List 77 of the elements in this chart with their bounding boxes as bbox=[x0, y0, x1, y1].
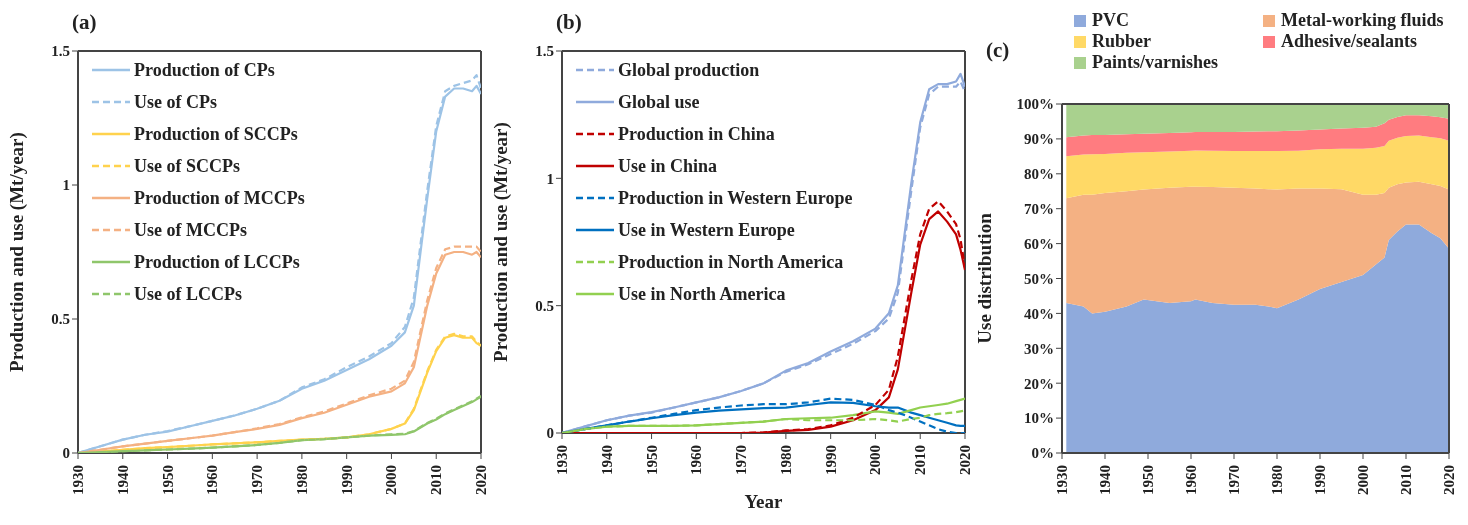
legend-label: Metal-working fluids bbox=[1281, 10, 1444, 31]
legend-label: Use of CPs bbox=[134, 91, 217, 113]
legend-label: Paints/varnishes bbox=[1092, 52, 1219, 73]
legend-label: Use of LCCPs bbox=[134, 283, 242, 305]
x-tick-label: 1990 bbox=[1312, 465, 1328, 495]
legend-label: Production in Western Europe bbox=[618, 187, 853, 209]
x-tick-label: 1950 bbox=[643, 445, 660, 475]
y-tick-label: 100% bbox=[1016, 96, 1054, 113]
y-tick-label: 70% bbox=[1024, 201, 1054, 218]
x-tick-label: 1940 bbox=[598, 445, 615, 475]
x-axis-title: Year bbox=[744, 491, 784, 512]
legend-label: Use of MCCPs bbox=[134, 219, 247, 241]
legend-label: Global use bbox=[618, 91, 700, 113]
legend-label: Production of SCCPs bbox=[134, 123, 298, 145]
legend-label: Use in Western Europe bbox=[618, 219, 795, 241]
x-tick-label: 2000 bbox=[1355, 465, 1371, 495]
x-tick-label: 1940 bbox=[1097, 465, 1113, 495]
y-tick-label: 40% bbox=[1024, 305, 1054, 322]
y-tick-label: 0 bbox=[62, 445, 70, 462]
y-tick-label: 1.5 bbox=[51, 43, 70, 60]
x-tick-label: 2020 bbox=[957, 445, 973, 475]
x-tick-label: 2000 bbox=[383, 465, 400, 495]
y-tick-label: 60% bbox=[1024, 235, 1054, 252]
x-tick-label: 1930 bbox=[1054, 465, 1070, 495]
y-axis-title: Use distribution bbox=[973, 212, 995, 344]
y-tick-label: 1 bbox=[546, 170, 554, 187]
y-tick-label: 10% bbox=[1024, 410, 1054, 427]
legend-label: Use in China bbox=[618, 155, 718, 177]
x-tick-label: 2010 bbox=[428, 465, 445, 495]
legend-label: Global production bbox=[618, 59, 760, 81]
x-tick-label: 1930 bbox=[554, 445, 570, 475]
x-tick-label: 1940 bbox=[114, 465, 131, 495]
x-tick-label: 2010 bbox=[1398, 465, 1414, 495]
legend-label: Rubber bbox=[1092, 31, 1152, 52]
x-tick-label: 2020 bbox=[1441, 465, 1457, 495]
x-tick-label: 1980 bbox=[293, 465, 310, 495]
y-tick-label: 1 bbox=[62, 177, 70, 194]
y-axis-title: Production and use (Mt/year) bbox=[5, 132, 28, 372]
x-tick-label: 1990 bbox=[338, 465, 355, 495]
x-tick-label: 1960 bbox=[1183, 465, 1199, 495]
y-tick-label: 0.5 bbox=[51, 311, 70, 328]
legend-label: Use in North America bbox=[618, 283, 786, 305]
x-tick-label: 1980 bbox=[777, 445, 794, 475]
x-tick-label: 1970 bbox=[1226, 465, 1242, 495]
y-tick-label: 90% bbox=[1024, 131, 1054, 148]
y-tick-label: 0% bbox=[1031, 445, 1054, 462]
legend-label: Production of CPs bbox=[134, 59, 275, 81]
x-tick-label: 1970 bbox=[249, 465, 266, 495]
legend-label: Production of MCCPs bbox=[134, 187, 305, 209]
y-tick-label: 0 bbox=[546, 425, 554, 442]
legend-label: PVC bbox=[1092, 10, 1129, 31]
chart-title: (a) bbox=[72, 10, 97, 35]
x-tick-label: 2000 bbox=[867, 445, 884, 475]
y-tick-label: 80% bbox=[1024, 166, 1054, 183]
y-tick-label: 1.5 bbox=[535, 43, 554, 60]
y-tick-label: 20% bbox=[1024, 375, 1054, 392]
legend-label: Production of LCCPs bbox=[134, 251, 300, 273]
y-tick-label: 30% bbox=[1024, 340, 1054, 357]
y-tick-label: 50% bbox=[1024, 270, 1054, 287]
x-tick-label: 1950 bbox=[159, 465, 176, 495]
chart-title: (b) bbox=[556, 10, 582, 35]
y-tick-label: 0.5 bbox=[535, 297, 554, 314]
x-tick-label: 1960 bbox=[688, 445, 705, 475]
x-tick-label: 1970 bbox=[733, 445, 750, 475]
legend-label: Production in China bbox=[618, 123, 775, 145]
legend-label: Adhesive/sealants bbox=[1281, 31, 1418, 52]
chart-title: (c) bbox=[986, 38, 1010, 63]
x-tick-label: 1960 bbox=[204, 465, 221, 495]
x-tick-label: 1950 bbox=[1140, 465, 1156, 495]
legend-label: Production in North America bbox=[618, 251, 844, 273]
x-tick-label: 1930 bbox=[70, 465, 86, 495]
x-tick-label: 1980 bbox=[1269, 465, 1285, 495]
x-tick-label: 1990 bbox=[822, 445, 839, 475]
y-axis-title: Production and use (Mt/year) bbox=[489, 122, 512, 362]
x-tick-label: 2010 bbox=[912, 445, 929, 475]
legend-label: Use of SCCPs bbox=[134, 155, 240, 177]
x-tick-label: 2020 bbox=[473, 465, 489, 495]
